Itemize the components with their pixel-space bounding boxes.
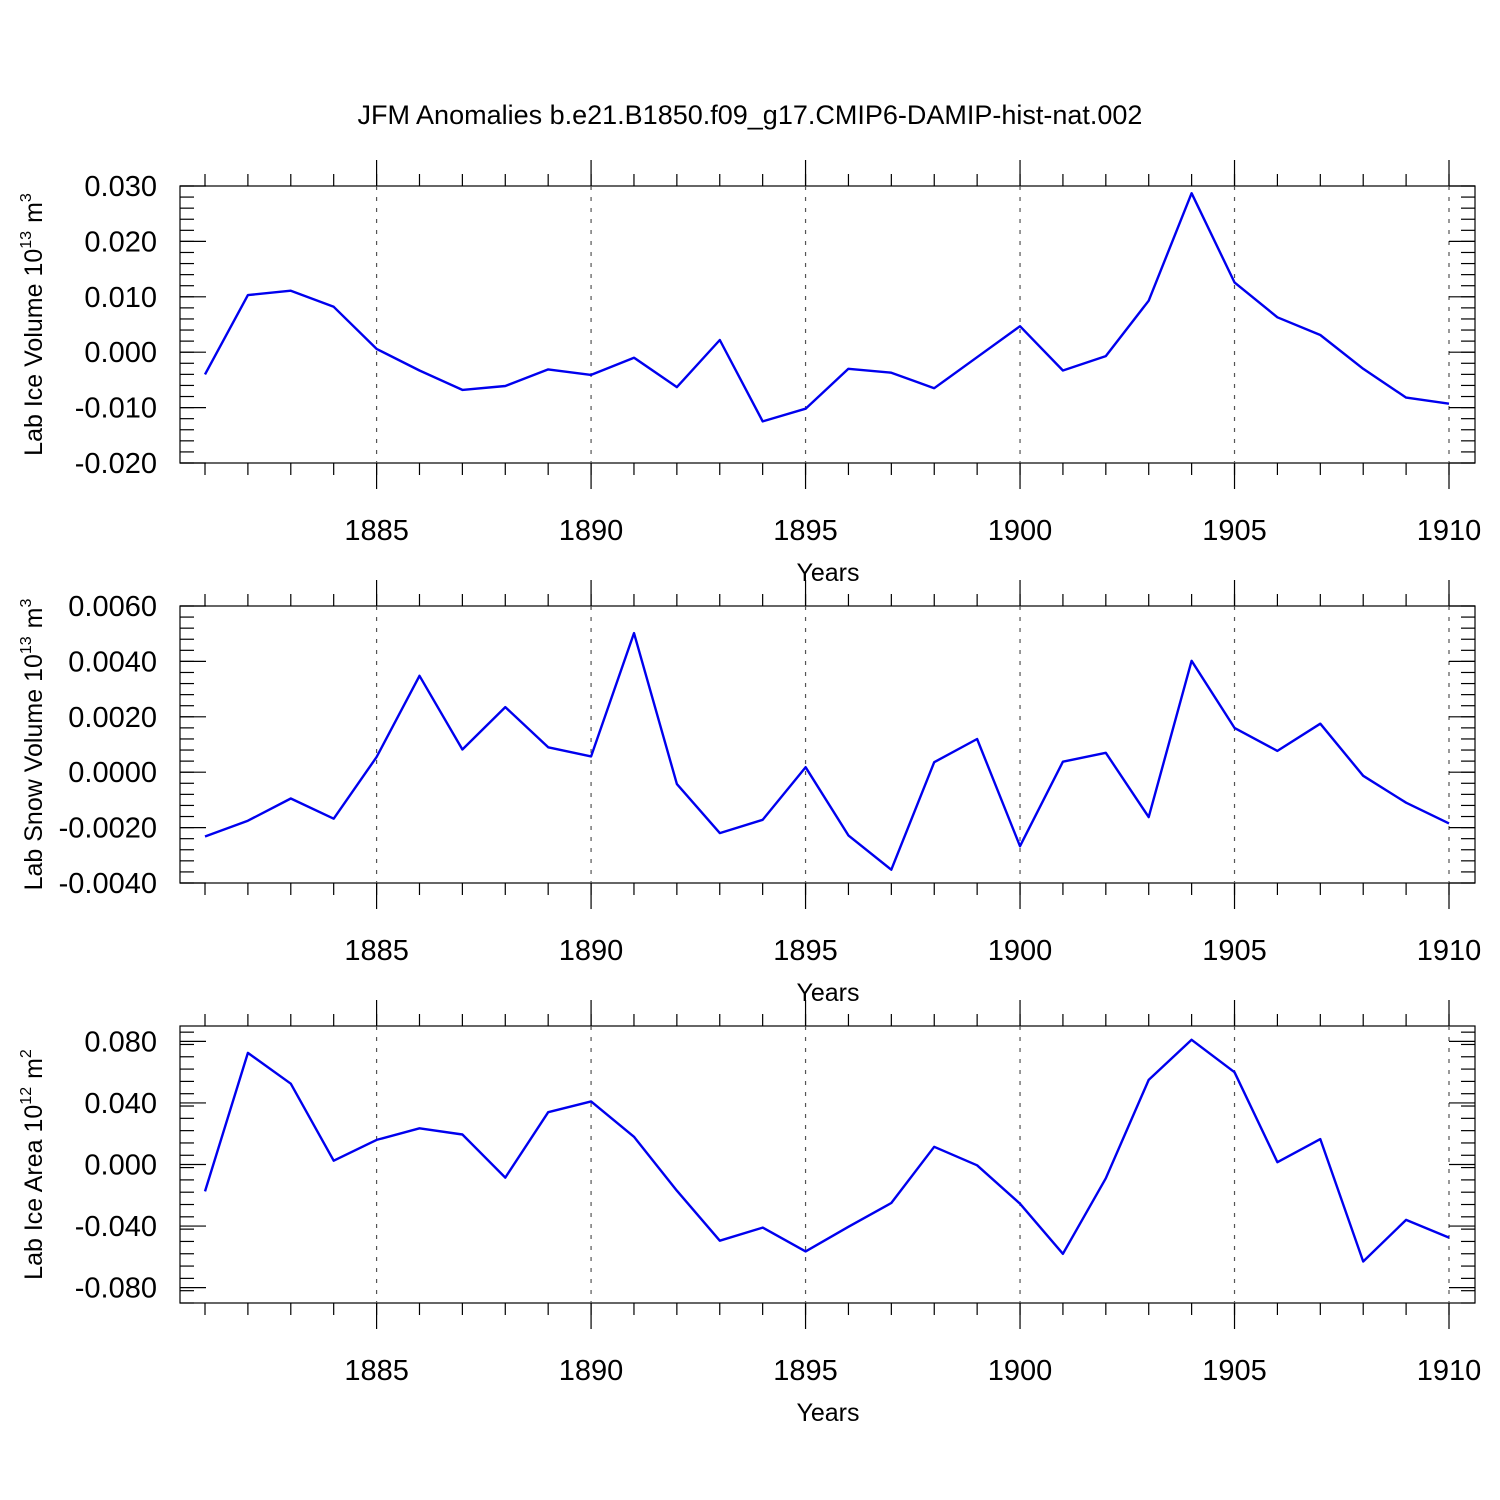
y-axis-label-unit: m bbox=[20, 202, 48, 223]
y-tick-label: 0.0000 bbox=[68, 757, 157, 789]
x-tick-label: 1900 bbox=[988, 1355, 1053, 1387]
x-tick-label: 1910 bbox=[1417, 1355, 1482, 1387]
y-tick-label: 0.010 bbox=[84, 282, 157, 314]
panel-2: 1885 1890 1895 1900 1905 1910 0.0060 0.0040 0.00… bbox=[18, 580, 1481, 1007]
y-axis-label: Lab Snow Volume 1013 m3 bbox=[18, 599, 48, 891]
y-axis-label-exponent: 12 bbox=[18, 1087, 35, 1105]
y-axis-label-exponent: 13 bbox=[18, 636, 35, 654]
x-axis-label: Years bbox=[796, 559, 859, 587]
panel-1: 1885 1890 1895 1900 1905 1910 0.030 0.020 0.010 0… bbox=[18, 160, 1481, 587]
y-axis-label-text: Lab Snow Volume 10 bbox=[20, 654, 48, 890]
x-tick-label: 1895 bbox=[773, 935, 838, 967]
y-axis-label: Lab Ice Area 1012 m2 bbox=[18, 1049, 48, 1280]
panel-3: 1885 1890 1895 1900 1905 1910 0.080 0.040 0.000 -… bbox=[18, 1000, 1481, 1427]
y-tick-label: 0.000 bbox=[84, 1150, 157, 1182]
x-tick-label: 1885 bbox=[344, 1355, 409, 1387]
y-tick-label: -0.040 bbox=[75, 1211, 157, 1243]
x-tick-label: 1905 bbox=[1202, 515, 1267, 547]
y-tick-label: 0.0040 bbox=[68, 646, 157, 678]
y-axis-label-unit-exponent: 2 bbox=[18, 1049, 35, 1058]
x-tick-label: 1890 bbox=[559, 515, 624, 547]
y-axis-label-text: Lab Ice Volume 10 bbox=[20, 249, 48, 456]
series-line bbox=[203, 1038, 1450, 1263]
y-tick-label: 0.080 bbox=[84, 1026, 157, 1058]
y-tick-label: -0.0020 bbox=[59, 813, 157, 845]
x-axis-label: Years bbox=[796, 1399, 859, 1427]
y-axis-label-exponent: 13 bbox=[18, 231, 35, 249]
y-tick-label: 0.000 bbox=[84, 337, 157, 369]
x-tick-label: 1910 bbox=[1417, 935, 1482, 967]
y-tick-label: -0.080 bbox=[75, 1273, 157, 1305]
series-line bbox=[204, 631, 1450, 871]
y-axis-label-unit-exponent: 3 bbox=[18, 193, 35, 202]
x-tick-label: 1900 bbox=[988, 935, 1053, 967]
y-tick-label: 0.0060 bbox=[68, 591, 157, 623]
chart-title: JFM Anomalies b.e21.B1850.f09_g17.CMIP6-… bbox=[358, 100, 1143, 130]
series-line bbox=[203, 191, 1450, 423]
y-axis-label-unit-exponent: 3 bbox=[18, 599, 35, 608]
y-tick-label: 0.030 bbox=[84, 171, 157, 203]
y-tick-label: -0.010 bbox=[75, 393, 157, 425]
plot-frame bbox=[179, 185, 1476, 464]
plot-frame bbox=[179, 605, 1476, 884]
x-tick-label: 1910 bbox=[1417, 515, 1482, 547]
y-tick-label: 0.020 bbox=[84, 226, 157, 258]
x-tick-label: 1900 bbox=[988, 515, 1053, 547]
y-tick-label: -0.0040 bbox=[59, 868, 157, 900]
y-axis-label-text: Lab Ice Area 10 bbox=[20, 1105, 48, 1280]
x-tick-label: 1905 bbox=[1202, 1355, 1267, 1387]
x-tick-label: 1905 bbox=[1202, 935, 1267, 967]
y-tick-label: -0.020 bbox=[75, 448, 157, 480]
x-tick-label: 1895 bbox=[773, 515, 838, 547]
x-tick-label: 1895 bbox=[773, 1355, 838, 1387]
x-tick-label: 1890 bbox=[559, 1355, 624, 1387]
x-tick-label: 1890 bbox=[559, 935, 624, 967]
y-tick-label: 0.040 bbox=[84, 1088, 157, 1120]
y-axis-label-unit: m bbox=[20, 1058, 48, 1079]
y-axis-label: Lab Ice Volume 1013 m3 bbox=[18, 193, 48, 456]
x-tick-label: 1885 bbox=[344, 515, 409, 547]
x-tick-label: 1885 bbox=[344, 935, 409, 967]
x-axis-label: Years bbox=[796, 979, 859, 1007]
y-axis-label-unit: m bbox=[20, 608, 48, 629]
plot-frame bbox=[179, 1025, 1476, 1304]
y-tick-label: 0.0020 bbox=[68, 702, 157, 734]
